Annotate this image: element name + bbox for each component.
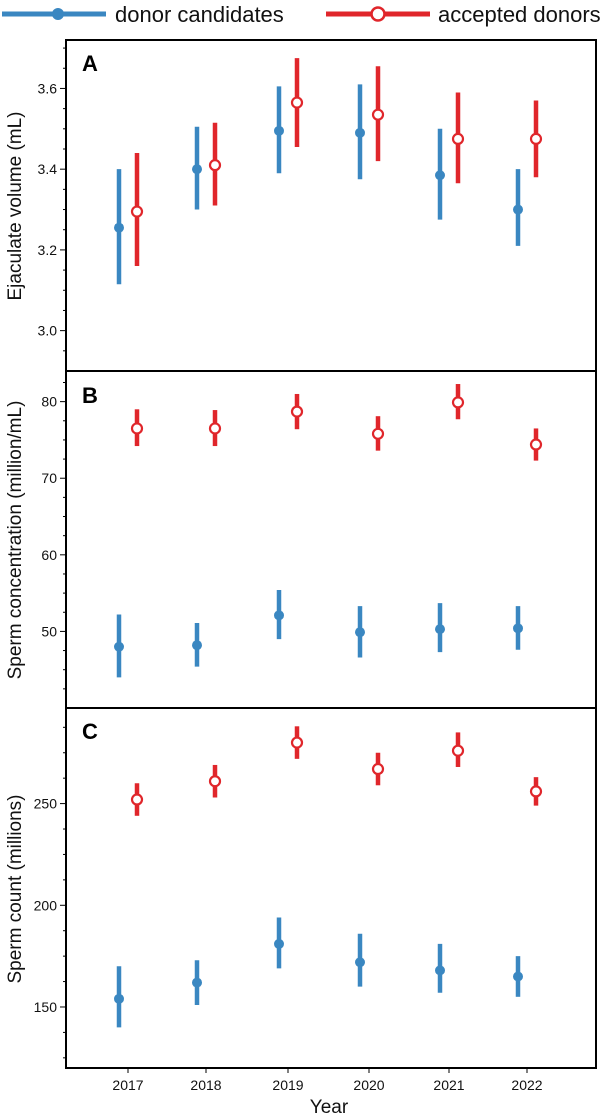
panel-c-ytick-label: 200: [34, 897, 58, 913]
panel-a-candidates-point: [274, 125, 284, 136]
legend: donor candidates accepted donors: [2, 2, 600, 27]
panel-a-candidates-point: [435, 170, 445, 181]
legend-accepted-label: accepted donors: [438, 2, 600, 27]
panel-a-accepted-point: [451, 132, 465, 145]
legend-accepted-marker: [370, 6, 386, 22]
panel-b-frame: [65, 370, 597, 709]
panel-b-accepted-point: [208, 422, 222, 435]
panel-b-ytick-label: 60: [41, 547, 57, 563]
panel-c-frame: [65, 707, 597, 1069]
panel-c-letter: C: [82, 719, 98, 744]
panel-b-candidates-point: [114, 641, 124, 652]
x-axis-title: Year: [310, 1097, 349, 1118]
panel-c-candidates-point: [435, 965, 445, 976]
panel-c-accepted-point: [451, 744, 465, 757]
x-tick-label: 2020: [353, 1077, 384, 1093]
x-tick-label: 2021: [433, 1077, 464, 1093]
panel-c-candidates-point: [355, 957, 365, 968]
panel-a-candidates-point: [114, 222, 124, 233]
chart-marks: 3.0 3.2 3.4 3.6 50 60 70 80 150 200 250 2017 2018 201…: [34, 47, 543, 1093]
panel-a-accepted-point: [208, 159, 222, 172]
panel-b-candidates-point: [435, 624, 445, 635]
panel-a-candidates-point: [192, 164, 202, 175]
panel-c-ytick-label: 250: [34, 796, 58, 812]
panel-b-accepted-point: [371, 427, 385, 440]
panel-a-ytick-label: 3.4: [38, 161, 58, 177]
panel-c-candidates-point: [513, 971, 523, 982]
panel-b-letter: B: [82, 383, 98, 408]
panel-b-accepted-point: [130, 422, 144, 435]
panel-b-accepted-point: [290, 405, 304, 418]
panel-c-candidates-point: [114, 993, 124, 1004]
panel-b-candidates-point: [355, 627, 365, 638]
panel-a-ytick-label: 3.0: [38, 323, 58, 339]
panel-a-ylabel: Ejaculate volume (mL): [5, 111, 26, 300]
x-tick-label: 2017: [112, 1077, 143, 1093]
panel-c-accepted-point: [290, 736, 304, 749]
panel-c-accepted-point: [529, 785, 543, 798]
legend-candidates-marker: [52, 8, 64, 20]
panel-c-candidates-point: [192, 977, 202, 988]
panel-a-accepted-point: [371, 108, 385, 121]
panel-a-accepted-point: [290, 96, 304, 109]
panel-b-ytick-label: 50: [41, 623, 57, 639]
panel-b-ytick-label: 80: [41, 394, 57, 410]
panel-c-candidates-point: [274, 938, 284, 949]
x-tick-label: 2018: [190, 1077, 221, 1093]
x-tick-label: 2022: [511, 1077, 542, 1093]
panel-c-accepted-point: [371, 762, 385, 776]
x-tick-label: 2019: [272, 1077, 303, 1093]
panel-a-letter: A: [82, 51, 98, 76]
panel-b-ylabel: Sperm concentration (million/mL): [5, 401, 26, 680]
panel-a-candidates-point: [513, 204, 523, 215]
panel-c-accepted-point: [208, 775, 222, 788]
panel-a-accepted-point: [529, 132, 543, 145]
panel-b-candidates-point: [513, 623, 523, 634]
panel-b-candidates-point: [192, 640, 202, 651]
panel-b-accepted-point: [451, 396, 465, 409]
panel-c-ylabel: Sperm count (millions): [5, 795, 26, 984]
panel-a-candidates-point: [355, 127, 365, 138]
panel-a-accepted-point: [130, 205, 144, 218]
panel-c-ytick-label: 150: [34, 999, 58, 1015]
panel-b-ytick-label: 70: [41, 470, 57, 486]
panel-a-ytick-label: 3.2: [38, 242, 58, 258]
legend-candidates-label: donor candidates: [115, 2, 284, 27]
panel-a-ytick-label: 3.6: [38, 80, 58, 96]
panel-b-accepted-point: [529, 438, 543, 451]
panel-b-candidates-point: [274, 610, 284, 621]
panel-c-accepted-point: [130, 793, 144, 806]
